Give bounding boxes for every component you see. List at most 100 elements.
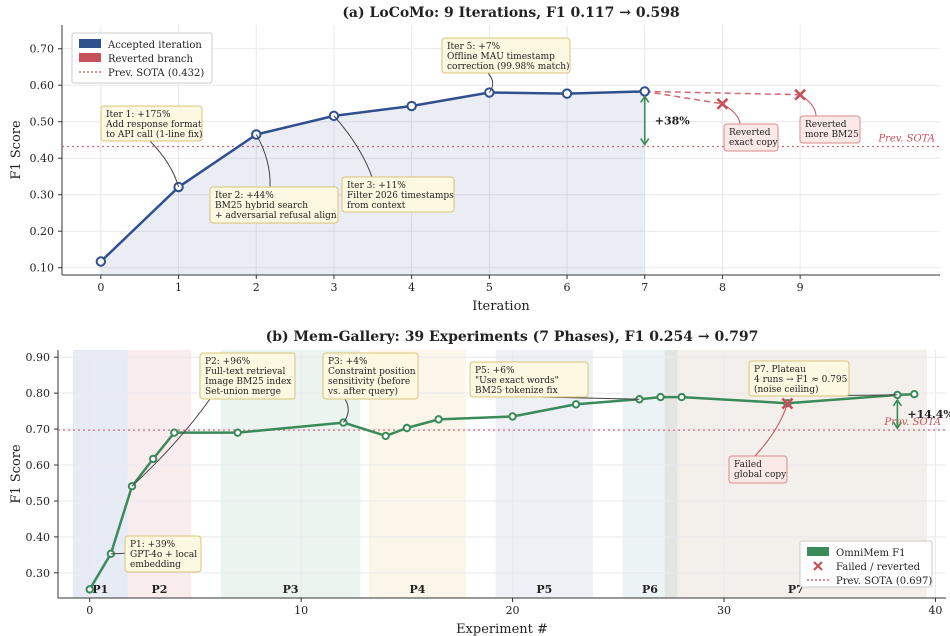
annotation-text: Iter 3: +11%: [347, 181, 406, 191]
y-tick-label: 0.70: [26, 423, 51, 436]
x-tick-label: 5: [486, 281, 493, 294]
legend-swatch: [813, 561, 823, 571]
data-point: [508, 412, 517, 421]
annotation-text: Set-union merge: [205, 387, 281, 397]
data-point: [639, 86, 650, 97]
annotation-text: BM25 hybrid search: [215, 201, 308, 211]
data-point: [402, 423, 412, 433]
phase-label: P5: [536, 583, 552, 596]
y-tick-label: 0.60: [30, 79, 55, 92]
y-tick-label: 0.50: [26, 495, 51, 508]
legend-swatch: [807, 547, 829, 556]
annotation-text: Constraint position: [328, 367, 416, 377]
annotation-connector: [799, 94, 817, 117]
annotation-connector: [333, 115, 373, 178]
annotation-text: embedding: [130, 560, 181, 570]
data-point: [95, 256, 107, 267]
y-axis-label: F1 Score: [9, 444, 24, 504]
x-tick-label: 30: [717, 604, 731, 617]
annotation-text: exact copy: [729, 138, 779, 148]
data-point: [339, 418, 348, 427]
annotation-text: Iter 1: +175%: [106, 110, 171, 120]
annotation-text: + adversarial refusal align: [215, 211, 337, 221]
annotation-connector: [131, 398, 211, 487]
annotation-text: P1: +39%: [130, 540, 176, 550]
annotation-box: [723, 123, 779, 152]
panel-a: (a) LoCoMo: 9 Iterations, F1 0.117 → 0.5…: [9, 5, 940, 314]
annotation-text: Offline MAU timestamp: [447, 52, 555, 62]
annotation-connector: [487, 72, 494, 93]
x-tick-label: 10: [294, 604, 308, 617]
phase-band: [622, 350, 678, 598]
gain-arrow-head: [640, 138, 650, 146]
x-axis-label: Experiment #: [456, 622, 548, 636]
y-tick-label: 0.80: [26, 387, 51, 400]
annotation-text: P2: +96%: [205, 357, 251, 367]
panel-b: (b) Mem-Gallery: 39 Experiments (7 Phase…: [9, 329, 950, 636]
data-point: [484, 87, 495, 98]
annotation-text: correction (99.98% match): [447, 61, 570, 72]
data-point: [561, 88, 573, 99]
legend-label: Accepted iteration: [107, 40, 202, 51]
x-axis-label: Iteration: [472, 299, 530, 314]
x-tick-label: 7: [641, 281, 648, 294]
annotation-box: [199, 352, 296, 400]
legend-swatch: [79, 53, 101, 62]
x-tick-label: 6: [564, 281, 571, 294]
annotation-box: [100, 105, 203, 142]
reverted-branch-line: [644, 90, 723, 105]
y-tick-label: 0.30: [30, 189, 55, 202]
x-tick-label: 0: [97, 281, 104, 294]
data-point: [434, 415, 443, 424]
x-tick-label: 1: [175, 281, 182, 294]
annotation-box: [728, 455, 788, 484]
annotation-text: Iter 2: +44%: [215, 191, 274, 201]
y-tick-label: 0.40: [30, 152, 55, 165]
annotation-box: [441, 37, 571, 74]
annotation-connector: [149, 140, 180, 188]
series-line: [88, 392, 915, 591]
annotation-box: [341, 176, 455, 213]
legend-box: [799, 540, 933, 588]
y-tick-label: 0.20: [30, 225, 55, 238]
annotation-text: to API call (1-line fix): [106, 129, 203, 140]
series-line: [99, 90, 645, 263]
data-point: [381, 431, 390, 441]
annotation-text: more BM25: [805, 130, 859, 140]
annotation-connector: [722, 103, 741, 125]
x-tick-label: 3: [330, 281, 337, 294]
y-tick-label: 0.10: [30, 262, 55, 275]
annotation-text: GPT-4o + local: [130, 550, 197, 560]
y-tick-label: 0.30: [26, 567, 51, 580]
annotation-text: Iter 5: +7%: [447, 42, 501, 52]
annotation-text: vs. after query): [327, 386, 398, 397]
gain-label: +38%: [655, 114, 691, 127]
x-tick-label: 20: [506, 604, 520, 617]
x-tick-label: 8: [719, 281, 726, 294]
y-tick-label: 0.40: [26, 531, 51, 544]
y-tick-label: 0.70: [30, 43, 55, 56]
annotation-text: P3: +4%: [328, 357, 368, 367]
legend-label: Prev. SOTA (0.432): [108, 68, 204, 79]
reference-line-label: Prev. SOTA: [877, 134, 935, 145]
annotation-text: Failed: [734, 460, 762, 470]
phase-label: P4: [409, 583, 425, 596]
annotation-box: [799, 115, 861, 144]
annotation-text: Full-text retrieval: [205, 367, 286, 377]
data-point: [85, 585, 94, 594]
phase-band: [72, 350, 128, 598]
reverted-branch-line: [644, 90, 801, 96]
annotation-box: [124, 535, 202, 573]
legend-label: Reverted branch: [108, 54, 193, 65]
legend-label: OmniMem F1: [836, 548, 905, 559]
annotation-text: Add response format: [105, 120, 202, 130]
x-tick-label: 9: [797, 281, 804, 294]
legend-label: Failed / reverted: [836, 562, 921, 573]
data-point: [910, 390, 919, 399]
legend-swatch: [79, 39, 101, 48]
annotation-box: [469, 361, 589, 398]
annotation-text: P5: +6%: [475, 366, 515, 376]
legend-label: Prev. SOTA (0.697): [836, 576, 932, 587]
gain-arrow-head: [640, 94, 650, 103]
